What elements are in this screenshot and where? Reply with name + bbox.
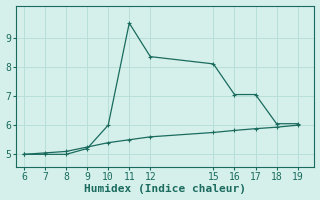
X-axis label: Humidex (Indice chaleur): Humidex (Indice chaleur) [84,184,246,194]
